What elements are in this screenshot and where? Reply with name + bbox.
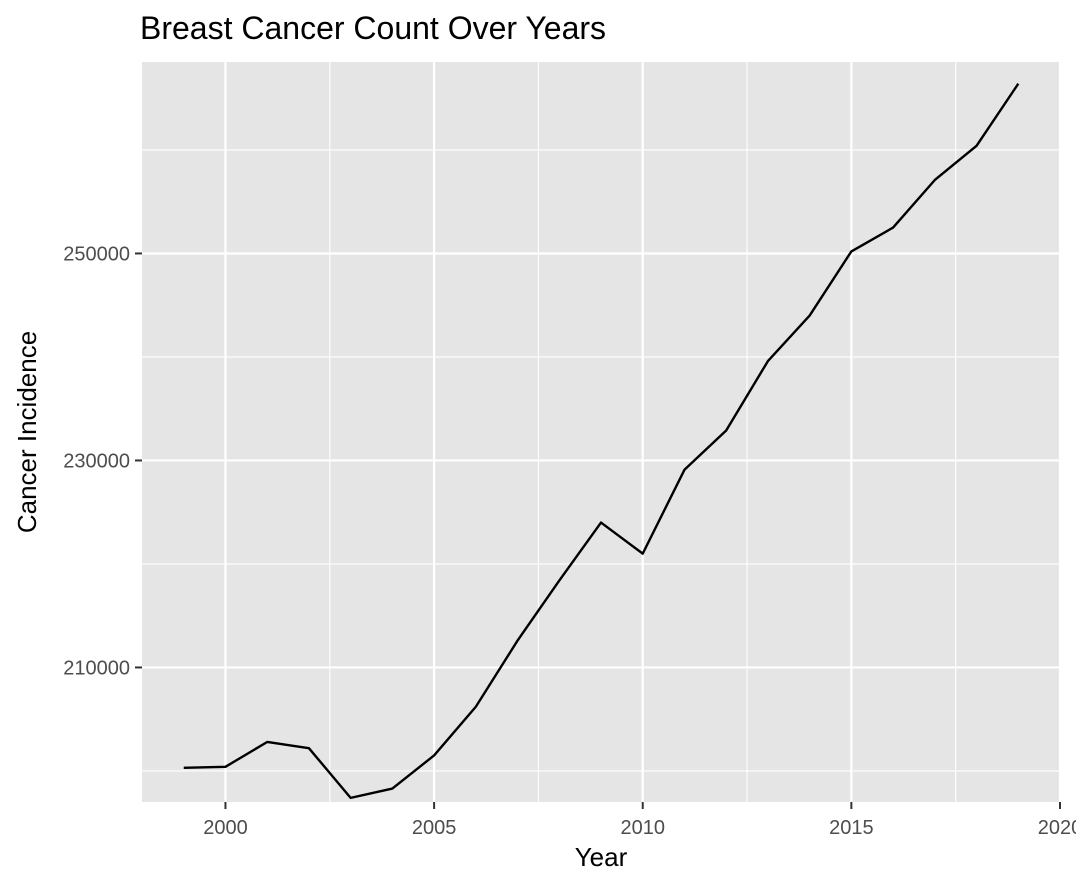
- minor-gridlines: [142, 62, 1060, 802]
- x-tick-label: 2015: [829, 817, 874, 839]
- series-line: [183, 83, 1020, 800]
- y-axis: 210000 230000 250000: [63, 243, 142, 679]
- major-gridlines: [142, 62, 1062, 802]
- y-tick-label: 210000: [63, 657, 130, 679]
- x-tick-label: 2020: [1038, 817, 1076, 839]
- plot-panel: [142, 62, 1060, 802]
- x-tick-label: 2000: [203, 817, 248, 839]
- x-axis-title: Year: [575, 842, 628, 872]
- x-axis: 2000 2005 2010 2015 2020: [203, 802, 1076, 839]
- x-tick-label: 2005: [412, 817, 457, 839]
- y-axis-title: Cancer Incidence: [12, 331, 42, 533]
- chart-title: Breast Cancer Count Over Years: [140, 10, 606, 46]
- series-group: [183, 83, 1020, 800]
- x-tick-label: 2010: [620, 817, 665, 839]
- y-tick-label: 230000: [63, 450, 130, 472]
- y-tick-label: 250000: [63, 243, 130, 265]
